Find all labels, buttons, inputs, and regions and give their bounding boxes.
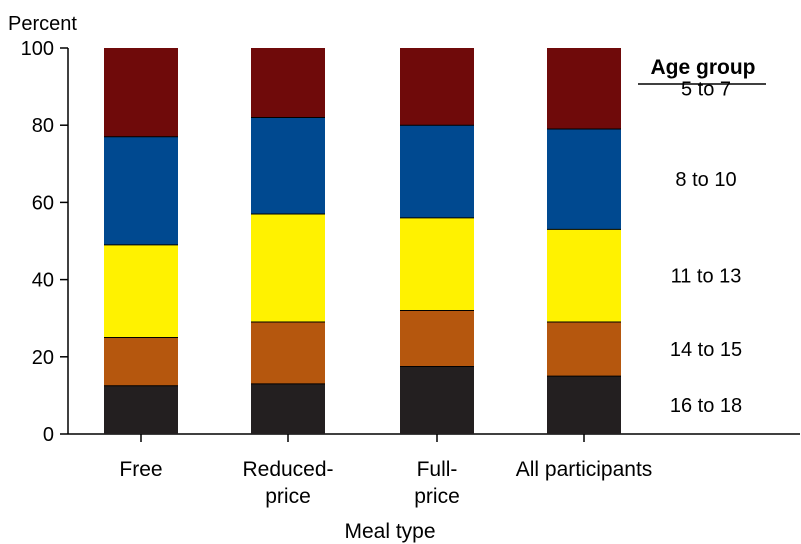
bar-segment <box>400 217 474 311</box>
y-tick-label: 0 <box>43 424 54 446</box>
x-tick-label: Full- <box>417 458 458 481</box>
bar-segment <box>400 310 474 367</box>
bar-segment <box>400 125 474 218</box>
bar-segment <box>104 385 178 434</box>
y-tick-label: 40 <box>32 270 54 292</box>
legend-label: 14 to 15 <box>670 339 742 361</box>
x-tick-label: Free <box>119 458 162 481</box>
y-tick-label: 60 <box>32 192 54 214</box>
bar-segment <box>251 383 325 434</box>
bar-segment <box>104 337 178 386</box>
legend-title: Age group <box>651 56 756 79</box>
x-tick-label: price <box>414 485 460 508</box>
bar-segment <box>251 213 325 323</box>
x-axis-title: Meal type <box>344 520 435 543</box>
bar-segment <box>251 48 325 118</box>
bar-segment <box>400 48 474 126</box>
y-axis-title: Percent <box>8 13 77 35</box>
y-tick-label: 80 <box>32 115 54 137</box>
y-tick-label: 100 <box>21 38 54 60</box>
x-tick-label: All participants <box>516 458 653 481</box>
legend-label: 5 to 7 <box>681 79 731 101</box>
bar-segment <box>251 117 325 214</box>
bar-segment <box>547 376 621 434</box>
legend-label: 11 to 13 <box>671 266 742 288</box>
bar-segment <box>104 244 178 338</box>
bar-segment <box>104 48 178 137</box>
bars <box>104 48 621 434</box>
x-tick-label: Reduced- <box>242 458 333 481</box>
legend: Age group 16 to 18 14 to 15 11 to 13 8 to 1… <box>638 56 766 417</box>
y-tick-label: 20 <box>32 347 54 369</box>
bar-segment <box>400 366 474 434</box>
bar-segment <box>547 322 621 377</box>
bar-segment <box>547 229 621 323</box>
x-axis <box>68 433 800 442</box>
legend-label: 8 to 10 <box>675 169 736 191</box>
bar-segment <box>251 322 325 384</box>
y-axis: 0 20 40 60 80 100 <box>21 38 69 446</box>
x-tick-labels: Free Reduced-price Full-price All participa… <box>119 458 652 508</box>
bar-segment <box>547 48 621 130</box>
bar-segment <box>547 129 621 230</box>
legend-label: 16 to 18 <box>670 395 742 417</box>
bar-segment <box>104 136 178 245</box>
x-tick-label: price <box>265 485 311 508</box>
